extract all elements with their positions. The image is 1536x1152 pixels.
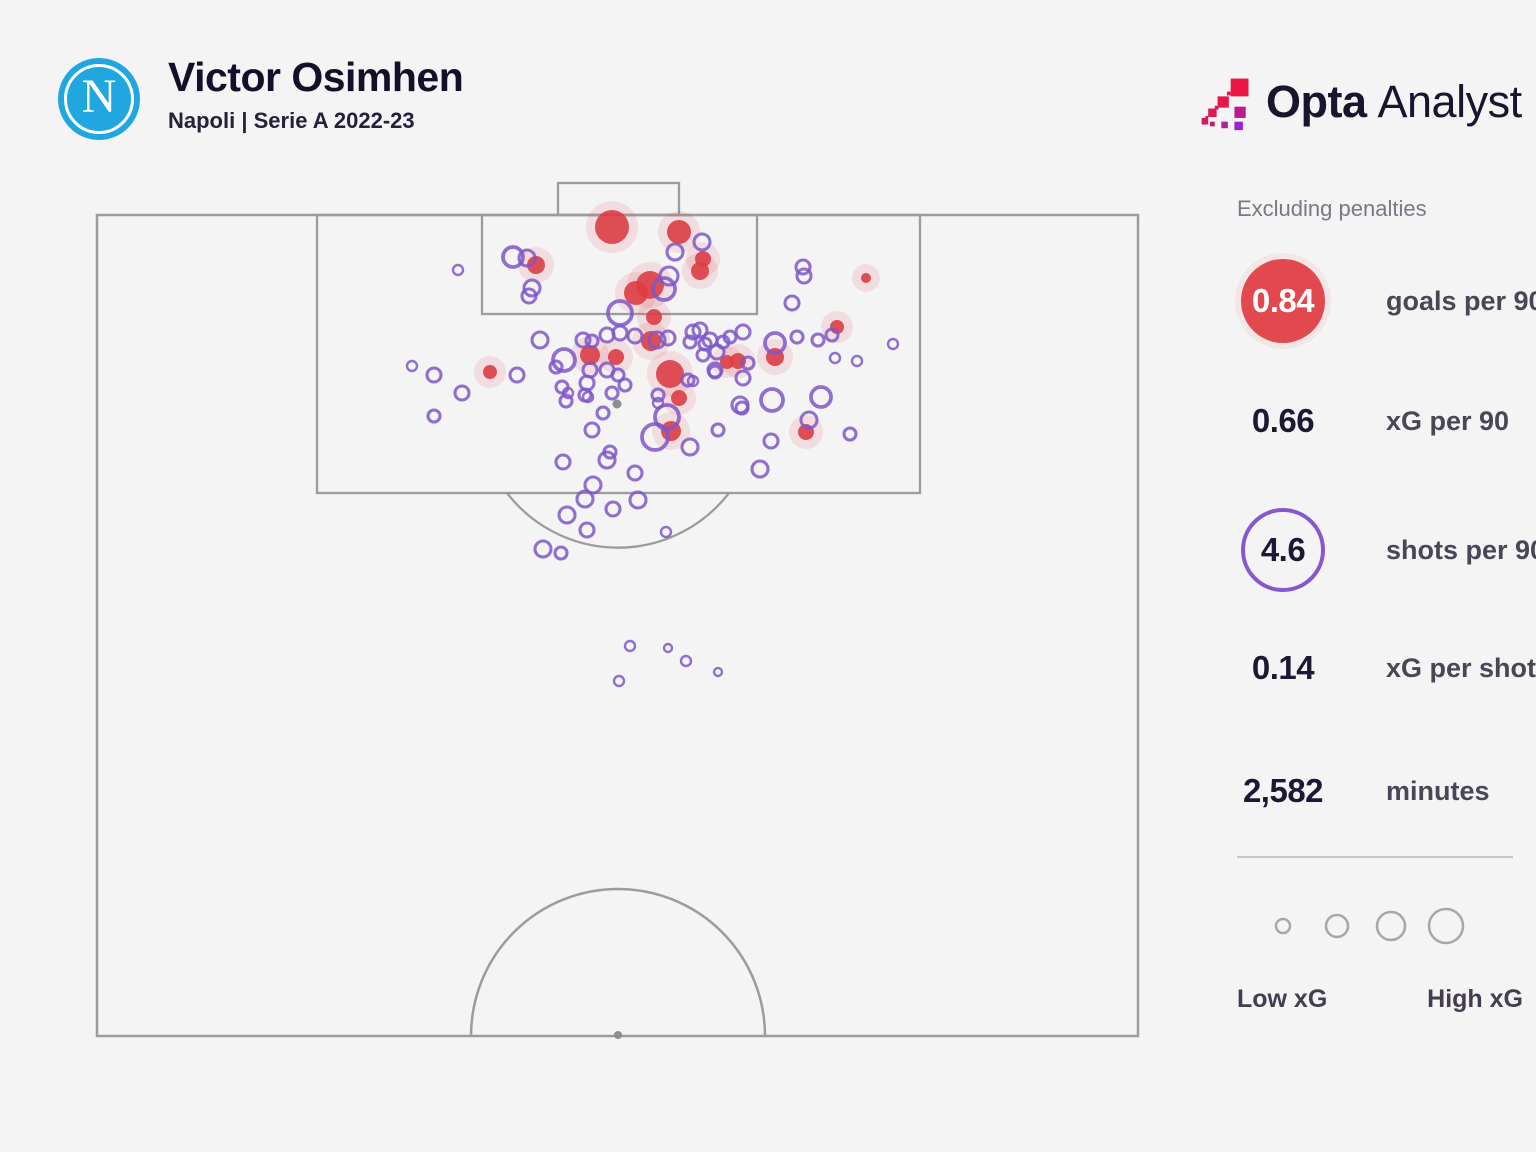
stat-row-minutes: 2,582 minutes — [1180, 772, 1490, 810]
goal-marker-legend-circle: 0.84 — [1241, 259, 1325, 343]
stat-row-shots-per-90: 4.6 shots per 90 — [1180, 508, 1536, 592]
xg-per-90-value: 0.66 — [1251, 402, 1315, 439]
xg-per-shot-label: xG per shot — [1386, 652, 1536, 683]
goals-per-90-value: 0.84 — [1251, 282, 1315, 319]
minutes-value: 2,582 — [1242, 772, 1324, 809]
xg-per-shot-value: 0.14 — [1251, 649, 1315, 686]
minutes-label: minutes — [1386, 775, 1490, 806]
stat-row-goals-per-90: 0.84 goals per 90 — [1180, 259, 1536, 343]
xg-per-90-label: xG per 90 — [1386, 405, 1510, 436]
opta-wordmark-bold: Opta — [1266, 76, 1367, 127]
low-xg-label: Low xG — [1237, 985, 1328, 1013]
stats-divider-line — [1237, 856, 1513, 858]
shots-per-90-label: shots per 90 — [1386, 534, 1536, 565]
goals-per-90-label: goals per 90 — [1386, 285, 1536, 316]
napoli-badge-letter: N — [81, 70, 117, 123]
shots-per-90-value: 4.6 — [1260, 531, 1306, 568]
xg-size-legend-circles — [1274, 907, 1465, 945]
opta-wordmark-light: Analyst — [1377, 76, 1523, 127]
page-subtitle: Napoli | Serie A 2022-23 — [168, 108, 415, 133]
page-title: Victor Osimhen — [168, 54, 464, 100]
stat-row-xg-per-shot: 0.14 xG per shot — [1180, 649, 1536, 687]
opta-logo-wordmark: Opta Analyst — [1266, 76, 1522, 128]
excluding-penalties-note: Excluding penalties — [1237, 196, 1427, 221]
opta-logo-icon — [1201, 78, 1249, 131]
xg-size-legend-labels: Low xG High xG — [1237, 985, 1523, 1014]
shot-marker-legend-circle: 4.6 — [1241, 508, 1325, 592]
stat-row-xg-per-90: 0.66 xG per 90 — [1180, 402, 1509, 440]
high-xg-label: High xG — [1427, 985, 1523, 1013]
napoli-club-badge: N — [58, 58, 140, 140]
